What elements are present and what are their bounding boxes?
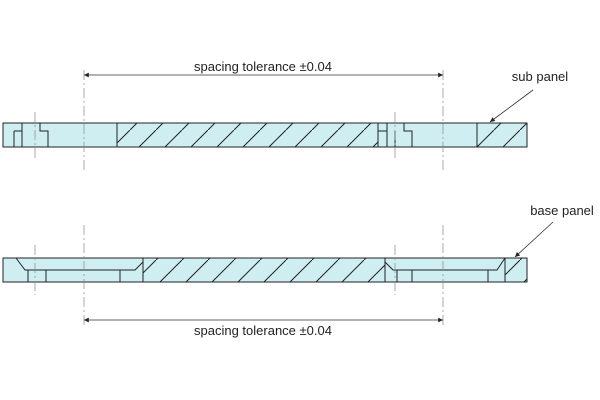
leader-line xyxy=(489,89,534,123)
callout-label: sub panel xyxy=(512,69,568,84)
leader-line xyxy=(514,221,554,258)
dimension-label: spacing tolerance ±0.04 xyxy=(194,323,332,338)
sub-panel xyxy=(2,122,528,148)
base-panel xyxy=(2,257,528,283)
callout-label: base panel xyxy=(530,203,594,218)
center-line xyxy=(34,70,444,325)
dimension-label: spacing tolerance ±0.04 xyxy=(194,59,332,74)
